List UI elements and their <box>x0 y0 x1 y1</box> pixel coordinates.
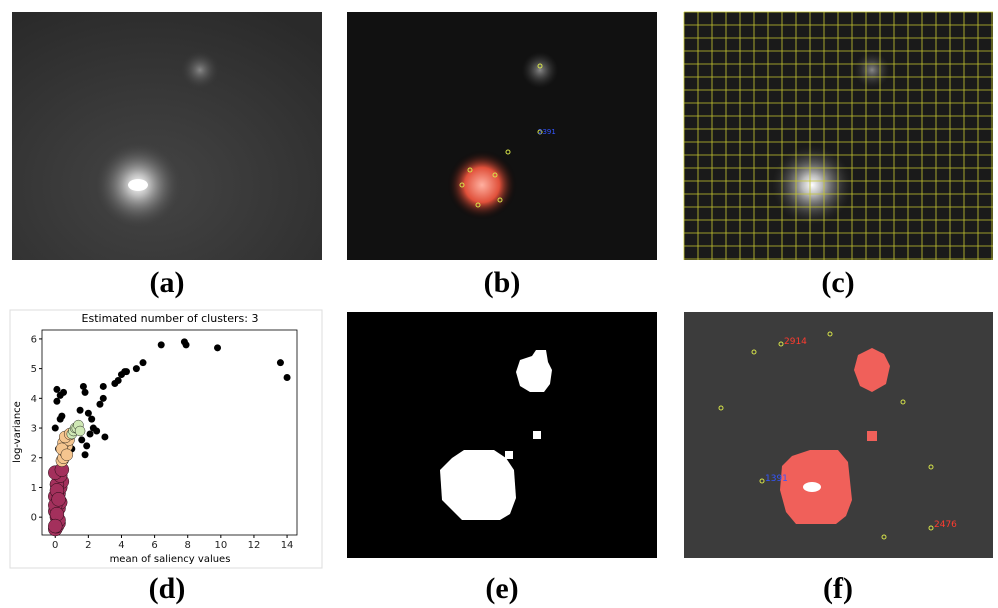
chart-title: Estimated number of clusters: 3 <box>82 312 259 325</box>
panel-e <box>347 312 657 558</box>
x-tick-label: 14 <box>281 540 294 551</box>
scatter-point <box>277 359 284 366</box>
scatter-point <box>88 416 95 423</box>
x-tick-label: 0 <box>52 540 58 551</box>
scatter-point <box>52 425 59 432</box>
x-tick-label: 2 <box>85 540 91 551</box>
scatter-point <box>284 374 291 381</box>
y-tick-label: 2 <box>31 453 37 464</box>
x-tick-label: 10 <box>214 540 227 551</box>
panel-label: (f) <box>823 572 853 605</box>
scatter-point <box>60 389 67 396</box>
scatter-point <box>75 426 85 436</box>
scatter-point <box>58 413 65 420</box>
scatter-point <box>101 433 108 440</box>
scatter-point <box>61 449 73 461</box>
panel-a <box>12 12 322 260</box>
scatter-point <box>52 492 66 506</box>
panel-label: (b) <box>484 266 521 299</box>
scatter-point <box>123 368 130 375</box>
scatter-point <box>93 428 100 435</box>
scatter-point <box>53 398 60 405</box>
y-tick-label: 5 <box>31 364 37 375</box>
scatter-point <box>133 365 140 372</box>
annotation: 2391 <box>538 128 556 136</box>
scatter-point <box>85 410 92 417</box>
panel-c <box>684 12 993 260</box>
x-tick-label: 6 <box>151 540 157 551</box>
scatter-point <box>77 407 84 414</box>
scatter-point <box>48 519 62 533</box>
scatter-point <box>158 341 165 348</box>
y-axis-label: log-variance <box>12 401 23 463</box>
scatter-point <box>87 430 94 437</box>
scatter-point <box>83 442 90 449</box>
scatter-point <box>214 344 221 351</box>
annotation: 2914 <box>784 337 807 347</box>
y-tick-label: 3 <box>31 424 37 435</box>
scatter-point <box>100 395 107 402</box>
scatter-point <box>183 341 190 348</box>
y-tick-label: 1 <box>31 483 37 494</box>
scatter-point <box>53 386 60 393</box>
x-tick-label: 8 <box>185 540 191 551</box>
scatter-point <box>82 389 89 396</box>
panel-label: (e) <box>485 572 518 605</box>
scatter-point <box>140 359 147 366</box>
scatter-point <box>115 377 122 384</box>
figure: 024681012140123456 Estimated number of c… <box>0 0 998 608</box>
y-tick-label: 0 <box>31 513 37 524</box>
scatter-point <box>80 383 87 390</box>
scatter-point <box>100 383 107 390</box>
y-tick-label: 4 <box>31 394 37 405</box>
scatter-point <box>82 451 89 458</box>
scatter-point <box>96 401 103 408</box>
annotation: 1391 <box>765 474 788 484</box>
x-tick-label: 4 <box>118 540 124 551</box>
x-tick-label: 12 <box>248 540 261 551</box>
panel-label: (a) <box>150 266 185 299</box>
panel-label: (c) <box>821 266 854 299</box>
panel-label: (d) <box>149 572 186 605</box>
y-tick-label: 6 <box>31 334 37 345</box>
x-axis-label: mean of saliency values <box>110 554 231 565</box>
panel-b <box>347 12 657 260</box>
annotation: 2476 <box>934 520 957 530</box>
scatter-point <box>78 436 85 443</box>
